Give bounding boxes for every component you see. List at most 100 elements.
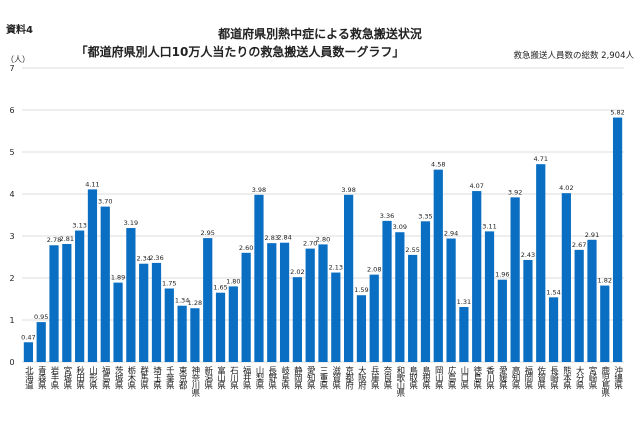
x-tick-label: 山形県 — [87, 365, 97, 390]
x-tick-label: 佐賀県 — [536, 365, 546, 390]
bar — [587, 239, 597, 362]
value-label: 1.65 — [213, 284, 227, 292]
value-label: 2.83 — [265, 234, 279, 242]
value-label: 2.60 — [239, 244, 253, 252]
value-label: 1.96 — [495, 271, 509, 279]
bar — [267, 243, 277, 362]
x-tick-label: 秋田県 — [75, 365, 85, 390]
bar — [87, 189, 98, 362]
x-tick-label: 石川県 — [228, 366, 238, 390]
value-label: 2.95 — [200, 229, 214, 237]
bar — [279, 242, 290, 362]
value-label: 3.11 — [482, 222, 496, 230]
bar — [139, 263, 149, 362]
value-label: 4.07 — [469, 182, 483, 190]
bar — [203, 238, 213, 362]
bar — [331, 272, 341, 362]
value-label: 3.09 — [393, 223, 407, 231]
x-tick-label: 鹿児島県 — [600, 365, 610, 398]
x-tick-label: 福岡県 — [523, 365, 533, 390]
value-label: 3.92 — [508, 188, 522, 196]
bar — [62, 243, 72, 362]
x-tick-label: 岐阜県 — [280, 365, 290, 390]
bar — [536, 164, 546, 362]
x-tick-label: 鳥取県 — [408, 365, 418, 390]
bar — [126, 228, 136, 362]
bar — [497, 279, 507, 362]
value-label: 2.78 — [47, 236, 61, 244]
bar — [600, 285, 610, 362]
bar — [356, 295, 367, 362]
x-tick-label: 山口県 — [459, 365, 469, 390]
bar — [23, 342, 34, 362]
value-label: 1.80 — [226, 277, 240, 285]
value-label: 3.70 — [98, 198, 112, 206]
bar — [446, 238, 456, 362]
value-label: 2.34 — [136, 255, 150, 263]
x-tick-label: 熊本県 — [561, 365, 571, 390]
x-tick-label: 東京都 — [177, 365, 187, 390]
bar — [151, 262, 162, 362]
value-label: 1.82 — [598, 277, 612, 285]
value-label: 0.47 — [21, 333, 35, 341]
x-tick-label: 奈良県 — [382, 365, 392, 390]
x-tick-label: 長崎県 — [549, 366, 559, 390]
bar — [459, 306, 469, 362]
x-tick-label: 兵庫県 — [369, 365, 379, 390]
bar — [75, 230, 85, 362]
y-tick-label: 1 — [9, 316, 14, 325]
bar — [612, 117, 623, 362]
x-tick-label: 栃木県 — [126, 365, 136, 390]
y-tick-label: 2 — [9, 274, 14, 283]
x-tick-label: 高知県 — [510, 365, 520, 390]
y-tick-label: 0 — [9, 358, 14, 367]
bar — [574, 249, 584, 362]
y-tick-label: 6 — [9, 106, 14, 115]
x-tick-label: 愛知県 — [305, 365, 315, 390]
bar — [228, 286, 238, 362]
value-label: 1.28 — [188, 299, 202, 307]
value-label: 2.84 — [277, 234, 291, 242]
x-tick-label: 千葉県 — [164, 365, 174, 390]
value-label: 4.58 — [431, 161, 445, 169]
value-label: 3.36 — [380, 212, 394, 220]
x-tick-label: 富山県 — [216, 365, 226, 390]
value-label: 2.08 — [367, 266, 381, 274]
bar — [177, 305, 187, 362]
x-tick-label: 徳島県 — [472, 365, 482, 390]
bar — [164, 288, 174, 362]
x-tick-label: 香川県 — [485, 365, 495, 390]
value-label: 1.31 — [457, 298, 471, 306]
doc-label: 資料4 — [6, 23, 33, 36]
x-tick-label: 青森県 — [36, 365, 46, 390]
annotation: 救急搬送人員数の総数 2,904人 — [513, 50, 634, 61]
x-tick-label: 埼玉県 — [151, 365, 161, 390]
bar — [190, 308, 200, 362]
bar — [523, 259, 533, 362]
y-tick-label: 4 — [9, 190, 14, 199]
x-tick-label: 三重県 — [318, 366, 328, 390]
x-tick-label: 山梨県 — [254, 365, 264, 390]
value-label: 1.59 — [354, 286, 368, 294]
value-label: 2.13 — [329, 264, 343, 272]
value-label: 3.19 — [124, 219, 138, 227]
value-label: 2.80 — [316, 235, 330, 243]
bar — [318, 244, 328, 362]
x-tick-label: 岡山県 — [433, 366, 443, 390]
value-label: 1.75 — [162, 280, 176, 288]
value-label: 0.95 — [34, 313, 48, 321]
x-tick-label: 愛媛県 — [497, 365, 507, 390]
x-tick-label: 滋賀県 — [331, 365, 341, 390]
y-tick-label: 7 — [9, 64, 14, 73]
bar — [472, 191, 482, 362]
value-label: 3.98 — [252, 186, 266, 194]
bar — [408, 254, 418, 362]
x-tick-label: 大分県 — [574, 365, 584, 390]
x-tick-label: 茨城県 — [113, 365, 123, 390]
bar — [382, 220, 392, 362]
value-label: 5.82 — [610, 109, 624, 117]
bar — [344, 194, 354, 362]
x-tick-label: 北海道 — [23, 366, 33, 390]
value-label: 4.11 — [85, 180, 99, 188]
